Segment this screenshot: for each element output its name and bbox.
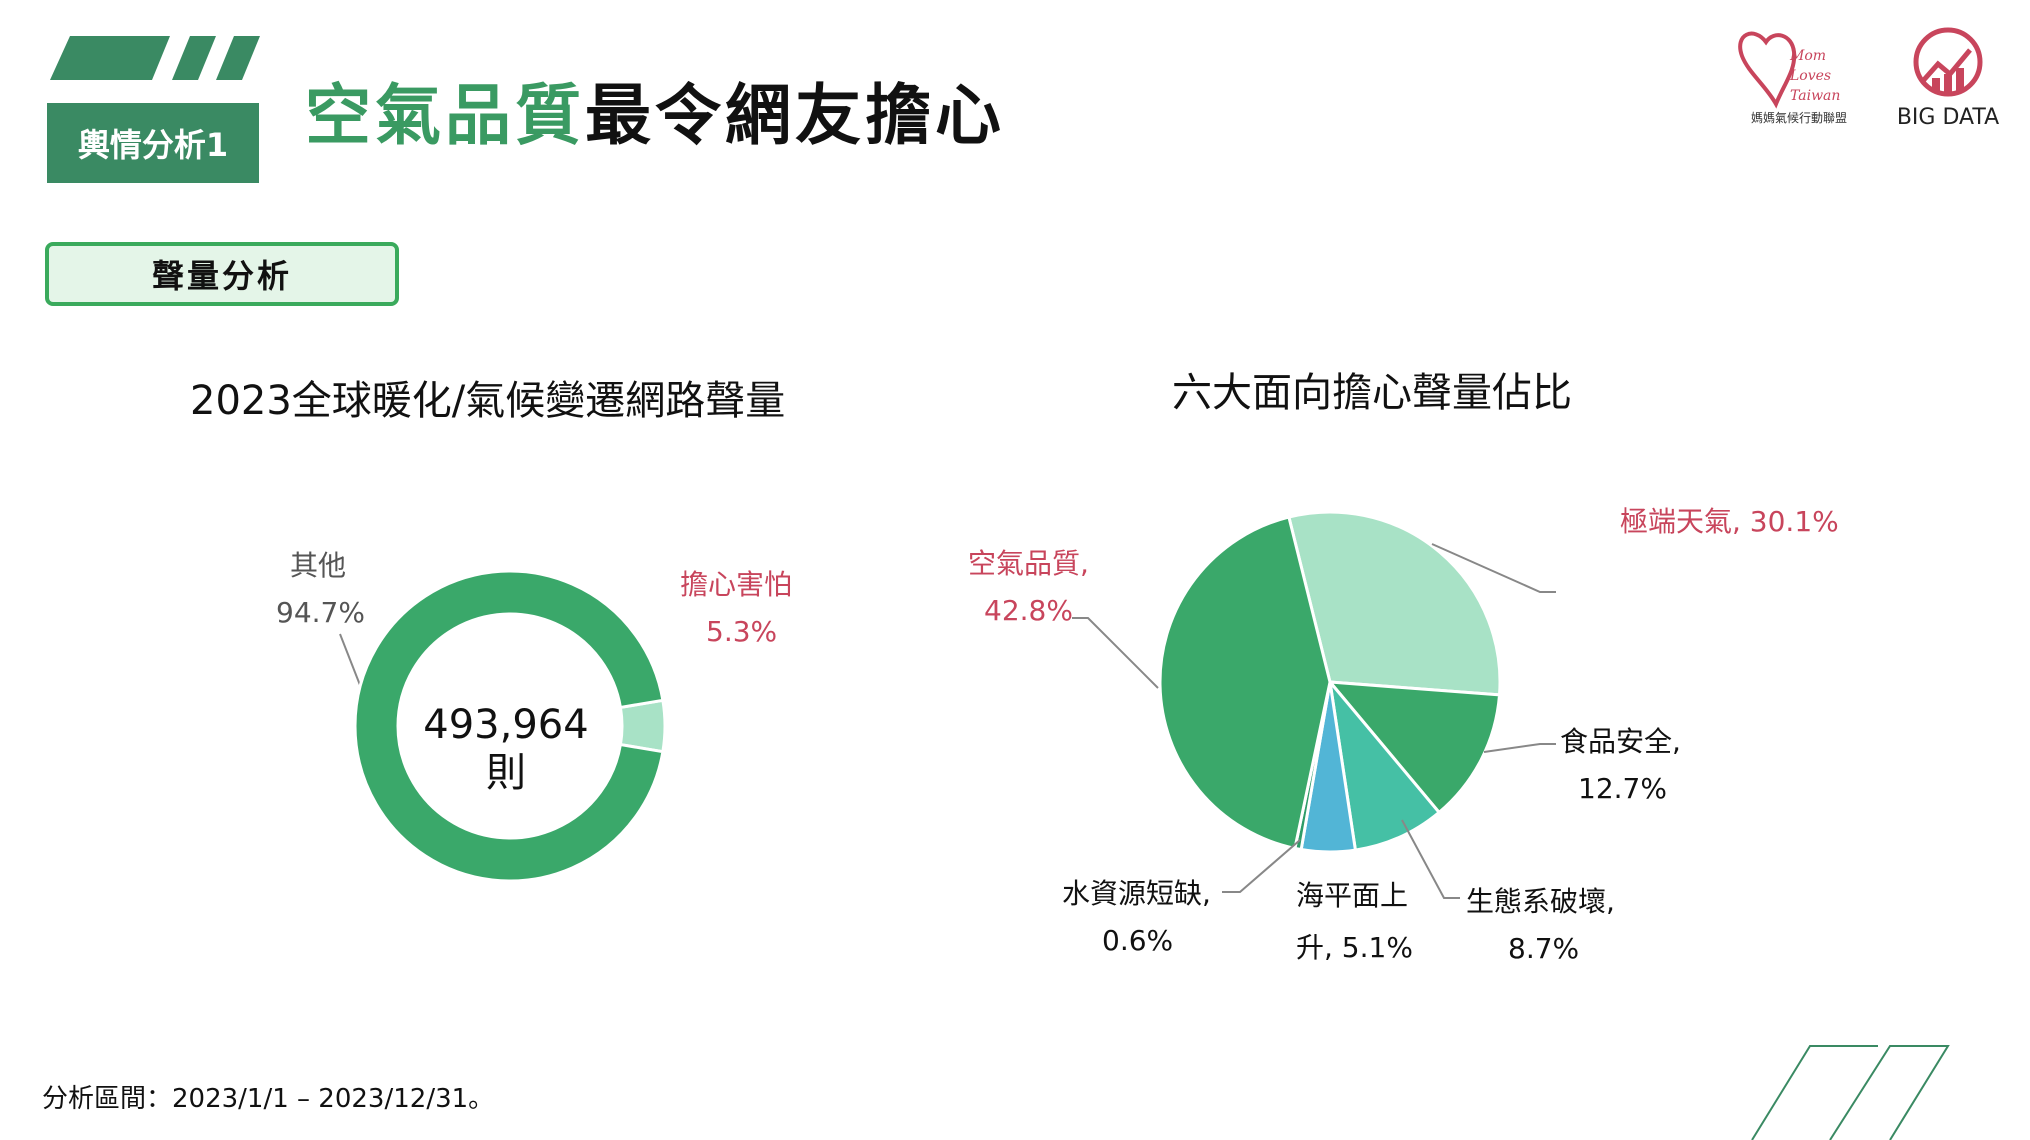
big-data-logo: BIG DATA <box>1897 27 1999 130</box>
decorative-stripes <box>50 36 260 80</box>
donut-center-value: 493,964 <box>423 702 589 748</box>
footnote: 分析區間：2023/1/1 – 2023/12/31。 <box>42 1084 495 1114</box>
pie-value-food-safety: 12.7% <box>1578 772 1667 805</box>
pie-label-sea-level: 海平面上 <box>1296 879 1409 912</box>
svg-text:Mom: Mom <box>1789 48 1826 64</box>
pie-value-sea-level: 升, 5.1% <box>1296 931 1413 964</box>
pie-slice-食品安全 <box>1326 680 1502 815</box>
decorative-stripes-bottom <box>1751 1045 1950 1140</box>
pie-label-air-quality: 空氣品質, <box>968 547 1089 580</box>
mom-loves-taiwan-logo: Mom Loves Taiwan 媽媽氣候行動聯盟 <box>1738 31 1847 125</box>
donut-chart-title: 2023全球暖化/氣候變遷網路聲量 <box>190 378 786 424</box>
svg-text:媽媽氣候行動聯盟: 媽媽氣候行動聯盟 <box>1751 111 1847 125</box>
donut-value-other: 94.7% <box>276 596 365 629</box>
analysis-subheader: 聲量分析 <box>45 242 399 306</box>
pie-label-ecosystem: 生態系破壞, <box>1466 885 1615 918</box>
pie-value-ecosystem: 8.7% <box>1508 932 1580 965</box>
donut-value-worried: 5.3% <box>706 615 778 648</box>
svg-text:Taiwan: Taiwan <box>1790 88 1840 104</box>
page-title-accent: 空氣品質 <box>305 77 585 154</box>
pie-value-air-quality: 42.8% <box>984 594 1073 627</box>
pie-label-water: 水資源短缺, <box>1062 877 1211 910</box>
pie-label-extreme-weather: 極端天氣, 30.1% <box>1620 505 1839 538</box>
svg-text:BIG DATA: BIG DATA <box>1897 105 1999 130</box>
pie-label-food-safety: 食品安全, <box>1560 725 1681 758</box>
page-title-rest: 最令網友擔心 <box>585 77 1005 154</box>
section-badge: 輿情分析1 <box>47 103 259 183</box>
pie-slice-極端天氣 <box>1287 510 1502 697</box>
svg-text:Loves: Loves <box>1789 68 1831 84</box>
pie-chart-title: 六大面向擔心聲量佔比 <box>1172 370 1572 416</box>
donut-slice-其他 <box>353 569 665 883</box>
pie-slice-生態系破壞 <box>1327 676 1442 852</box>
pie-slice-空氣品質 <box>1158 515 1332 851</box>
donut-center-unit: 則 <box>486 750 526 796</box>
donut-label-worried: 擔心害怕 <box>680 568 793 601</box>
page-title: 空氣品質最令網友擔心 <box>305 62 1005 158</box>
pie-value-water: 0.6% <box>1102 924 1174 957</box>
donut-label-other: 其他 <box>290 549 347 582</box>
